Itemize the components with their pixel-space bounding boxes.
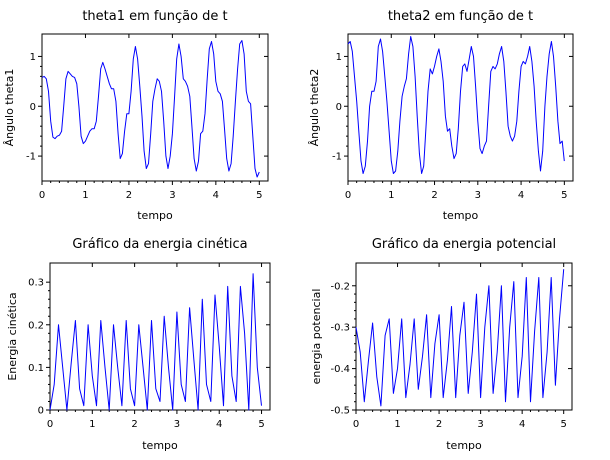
y-tick-label: 1	[336, 52, 342, 63]
x-axis-label: tempo	[137, 209, 173, 222]
y-tick-label: -1	[26, 152, 36, 163]
x-tick-label: 3	[174, 419, 180, 430]
x-tick-label: 5	[561, 419, 567, 430]
x-tick-label: 5	[258, 419, 264, 430]
x-tick-label: 3	[477, 419, 483, 430]
y-tick-label: 0	[30, 102, 36, 113]
chart-title: Gráfico da energia potencial	[372, 237, 556, 252]
x-axis-label: tempo	[446, 439, 482, 452]
series-line-1	[49, 273, 262, 411]
y-tick-label: 0.3	[28, 278, 44, 289]
y-tick-label: -0.5	[330, 406, 350, 417]
x-tick-label: 4	[216, 419, 222, 430]
x-tick-label: 0	[47, 419, 53, 430]
x-tick-label: 1	[394, 419, 400, 430]
x-axis-label: tempo	[443, 209, 479, 222]
x-tick-label: 4	[518, 190, 524, 201]
y-tick-label: -0.4	[330, 364, 350, 375]
y-tick-label: 1	[30, 52, 36, 63]
chart-title: theta1 em função de t	[82, 9, 227, 24]
y-tick-label: -1	[332, 152, 342, 163]
series-line-1	[355, 269, 565, 407]
x-tick-label: 5	[256, 190, 262, 201]
chart-title: theta2 em função de t	[388, 9, 533, 24]
y-tick-label: -0.2	[330, 281, 350, 292]
x-tick-label: 5	[561, 190, 567, 201]
series-line-1	[41, 40, 260, 178]
x-tick-label: 1	[388, 190, 394, 201]
y-axis-label: energia potencial	[310, 289, 323, 385]
y-tick-label: 0	[336, 102, 342, 113]
x-tick-label: 4	[213, 190, 219, 201]
y-tick-label: 0	[38, 406, 44, 417]
x-tick-label: 0	[353, 419, 359, 430]
x-tick-label: 1	[89, 419, 95, 430]
x-tick-label: 3	[475, 190, 481, 201]
x-tick-label: 4	[519, 419, 525, 430]
y-tick-label: 0.2	[28, 320, 44, 331]
y-axis-label: Ângulo theta2	[308, 69, 321, 147]
chart-panel-4: Gráfico da energia potencial -0.5 -0.4 -0.3…	[310, 237, 573, 452]
x-tick-label: 2	[431, 190, 437, 201]
y-tick-label: -0.3	[330, 323, 350, 334]
x-tick-label: 1	[82, 190, 88, 201]
y-axis-label: Energia cinética	[6, 292, 19, 380]
series-line-1	[347, 36, 565, 174]
chart-title: Gráfico da energia cinética	[72, 237, 247, 252]
x-tick-label: 2	[131, 419, 137, 430]
x-tick-label: 0	[39, 190, 45, 201]
chart-panel-1: theta1 em função de t -1 0 1 0 1 2 3 4 5 tempo Ângu…	[3, 9, 269, 222]
x-tick-label: 3	[169, 190, 175, 201]
x-axis-label: tempo	[142, 439, 178, 452]
chart-panel-2: theta2 em função de t -1 0 1 0 1 2 3 4 5 tempo Ângu…	[308, 9, 574, 222]
y-tick-label: 0.1	[28, 363, 44, 374]
x-tick-label: 2	[126, 190, 132, 201]
x-tick-label: 2	[436, 419, 442, 430]
y-axis-label: Ângulo theta1	[3, 69, 16, 147]
x-tick-label: 0	[345, 190, 351, 201]
chart-panel-3: Gráfico da energia cinética 0 0.1 0.2 0.3 0 1 2…	[6, 237, 271, 452]
